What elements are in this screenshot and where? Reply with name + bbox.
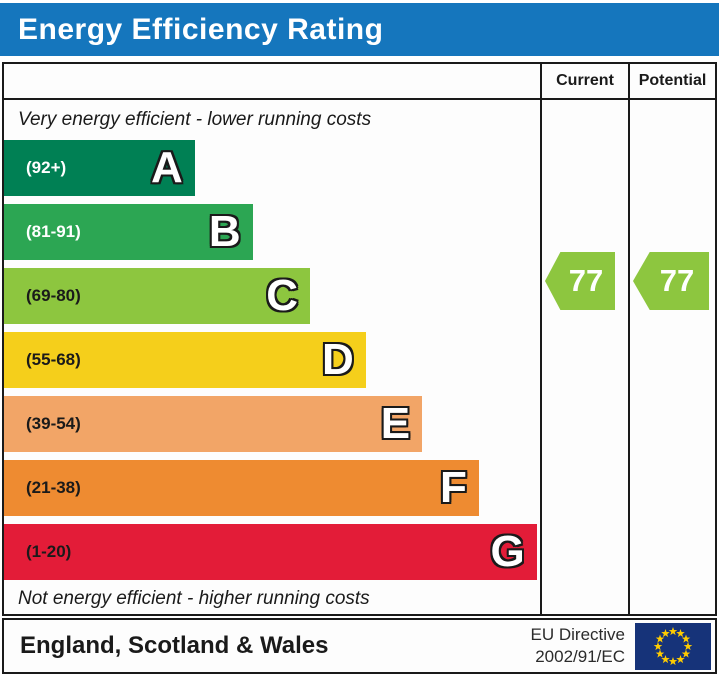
footer: England, Scotland & Wales EU Directive 2…: [2, 618, 717, 674]
band-a-letter: A: [151, 143, 183, 192]
band-d-range: (55-68): [26, 350, 81, 369]
eu-flag-icon: [635, 622, 711, 670]
eu-directive-line1: EU Directive: [530, 624, 625, 644]
energy-rating-table: Current Potential Very energy efficient …: [2, 62, 717, 616]
band-e: (39-54) E: [4, 396, 423, 452]
band-c: (69-80) C: [4, 268, 311, 324]
potential-column: 77: [628, 100, 715, 614]
band-g-letter: G: [490, 527, 525, 576]
band-d: (55-68) D: [4, 332, 366, 388]
potential-rating-arrow: 77: [633, 252, 709, 310]
band-b: (81-91) B: [4, 204, 253, 260]
band-g: (1-20) G: [4, 524, 537, 580]
rating-chart: Very energy efficient - lower running co…: [4, 100, 540, 614]
current-column: 77: [540, 100, 628, 614]
eu-directive-line2: 2002/91/EC: [535, 647, 625, 666]
column-header-potential: Potential: [628, 64, 715, 98]
band-e-range: (39-54): [26, 414, 81, 433]
band-g-range: (1-20): [26, 542, 72, 561]
current-rating-value: 77: [568, 263, 604, 298]
page-title: Energy Efficiency Rating: [18, 12, 384, 46]
table-header-row: Current Potential: [4, 64, 715, 100]
band-a-range: (92+): [26, 158, 67, 177]
rating-bands: (92+) A (81-91) B (69-80) C (55-68) D (3…: [4, 140, 540, 580]
band-e-letter: E: [380, 399, 411, 448]
header-spacer: [4, 64, 540, 98]
band-b-range: (81-91): [26, 222, 81, 241]
band-f: (21-38) F: [4, 460, 479, 516]
band-c-letter: C: [266, 271, 299, 320]
title-bar: Energy Efficiency Rating: [0, 3, 719, 56]
band-d-letter: D: [322, 335, 354, 384]
eu-directive-text: EU Directive 2002/91/EC: [531, 624, 625, 668]
band-f-letter: F: [440, 463, 467, 512]
potential-rating-value: 77: [659, 263, 695, 298]
band-c-range: (69-80): [26, 286, 81, 305]
footer-region-label: England, Scotland & Wales: [20, 632, 329, 659]
current-rating-arrow: 77: [545, 252, 615, 310]
band-a: (92+) A: [4, 140, 195, 196]
band-f-range: (21-38): [26, 478, 81, 497]
column-header-current: Current: [540, 64, 628, 98]
band-b-letter: B: [208, 207, 241, 256]
table-body-row: Very energy efficient - lower running co…: [4, 100, 715, 614]
footer-directive-group: EU Directive 2002/91/EC: [531, 622, 711, 670]
bottom-note: Not energy efficient - higher running co…: [18, 588, 370, 609]
top-note: Very energy efficient - lower running co…: [18, 109, 372, 130]
